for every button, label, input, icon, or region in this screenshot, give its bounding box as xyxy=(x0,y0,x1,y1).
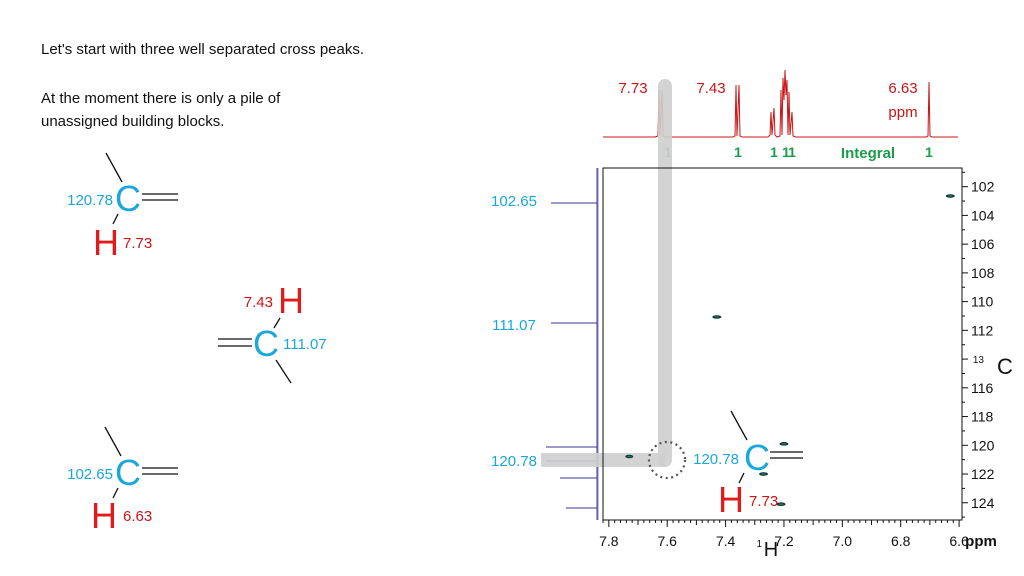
carbon-axis: 102 104 106 108 110 112 116 118 120 122 124 xyxy=(961,168,995,520)
plot-fragment-carbon-shift: 120.78 xyxy=(693,451,739,468)
plot-fragment: C 120.78 H 7.73 xyxy=(693,410,803,520)
intro-line-2: At the moment there is only a pile of xyxy=(41,90,281,107)
fragment-1-carbon-shift: 120.78 xyxy=(67,192,113,209)
hsqc-plot-frame xyxy=(602,167,963,521)
plot-fragment-hydrogen: H xyxy=(718,479,744,520)
h-unit-label: ppm xyxy=(888,104,917,121)
proton-tick-label: 6.8 xyxy=(891,533,911,549)
integral-2: 1 xyxy=(734,144,742,160)
fragment-3-bond-upper xyxy=(104,426,122,457)
intro-line-3: unassigned building blocks. xyxy=(41,113,225,130)
fragment-2-hydrogen: H xyxy=(278,280,304,321)
fragment-3-carbon-shift: 102.65 xyxy=(67,466,113,483)
fragment-1-hydrogen-shift: 7.73 xyxy=(123,235,152,252)
fragment-2-ch-bond xyxy=(273,317,281,329)
proton-tick-label: 6.6 xyxy=(949,533,969,549)
carbon-tick-label: 122 xyxy=(971,466,995,482)
c-peak-label-120-78: 120.78 xyxy=(491,453,537,470)
intro-line-1: Let's start with three well separated cr… xyxy=(41,41,365,58)
proton-axis-isotope: 1 xyxy=(756,539,762,550)
h-peak-label-7-73: 7.73 xyxy=(618,80,647,97)
integral-3: 1 xyxy=(770,144,778,160)
integral-label: Integral xyxy=(841,145,895,162)
proton-tick-label: 7.4 xyxy=(716,533,736,549)
fragment-2-carbon-shift: 111.07 xyxy=(283,336,327,353)
cross-peaks xyxy=(625,194,955,506)
carbon-tick-label: 112 xyxy=(971,322,994,338)
carbon-axis-isotope: 13 xyxy=(973,355,985,366)
cross-peak-core xyxy=(778,503,784,505)
fragment-3-carbon: C xyxy=(115,452,141,493)
c-peak-label-111-07: 111.07 xyxy=(492,317,536,334)
integral-6: 1 xyxy=(925,144,933,160)
fragment-3: C 102.65 H 6.63 xyxy=(67,426,178,536)
c-peak-label-102-65: 102.65 xyxy=(491,193,537,210)
h-peak-label-6-63: 6.63 xyxy=(888,80,917,97)
cross-peak-core xyxy=(761,473,767,475)
carbon-tick-label: 108 xyxy=(971,265,995,281)
proton-axis-label: H xyxy=(764,539,778,561)
fragment-2-carbon: C xyxy=(253,323,279,364)
fragment-1: C 120.78 H 7.73 xyxy=(67,152,178,263)
carbon-tick-label: 106 xyxy=(971,236,995,252)
carbon-tick-label: 104 xyxy=(971,207,995,223)
carbon-tick-label: 120 xyxy=(971,437,995,453)
fragment-2: H 7.43 C 111.07 xyxy=(218,280,327,384)
cross-peak-core xyxy=(781,443,787,445)
fragment-3-hydrogen: H xyxy=(91,495,117,536)
carbon-tick-label: 118 xyxy=(971,409,994,425)
plot-fragment-ch-bond xyxy=(738,472,745,484)
proton-axis-unit: ppm xyxy=(965,533,997,550)
h-peak-label-7-43: 7.43 xyxy=(696,80,725,97)
proton-tick-label: 7.2 xyxy=(774,533,794,549)
proton-tick-label: 7.0 xyxy=(833,533,853,549)
integral-4: 1 xyxy=(782,144,790,160)
fragment-1-carbon: C xyxy=(115,178,141,219)
fragment-3-ch-bond xyxy=(112,487,119,499)
cross-peak-core xyxy=(947,195,953,197)
fragment-2-bond-lower xyxy=(275,359,292,384)
fragment-1-bond-upper xyxy=(105,152,123,183)
cross-peak-core xyxy=(626,455,632,458)
proton-tick-label: 7.8 xyxy=(599,533,619,549)
fragment-1-ch-bond xyxy=(112,213,119,225)
carbon-tick-label: 124 xyxy=(971,495,995,511)
fragment-2-hydrogen-shift: 7.43 xyxy=(244,294,273,311)
integral-5: 1 xyxy=(788,144,796,160)
carbon-tick-label: 102 xyxy=(971,179,995,195)
plot-fragment-bond-upper xyxy=(730,410,748,441)
proton-tick-label: 7.6 xyxy=(657,533,677,549)
fragment-3-hydrogen-shift: 6.63 xyxy=(123,508,152,525)
highlight-peak-circle xyxy=(647,440,687,480)
proton-axis: 7.8 7.6 7.4 7.2 7.0 6.8 6.6 xyxy=(599,519,969,549)
fragment-1-hydrogen: H xyxy=(93,222,119,263)
plot-fragment-hydrogen-shift: 7.73 xyxy=(749,493,778,510)
carbon-axis-label: C xyxy=(997,354,1013,379)
plot-fragment-carbon: C xyxy=(744,437,770,478)
proton-spectrum: 7.73 7.43 6.63 ppm 1 1 1 1 1 Integral 1 xyxy=(603,69,958,162)
carbon-tick-label: 110 xyxy=(971,294,994,310)
carbon-tick-label: 116 xyxy=(971,380,994,396)
cross-peak-core xyxy=(714,316,720,318)
